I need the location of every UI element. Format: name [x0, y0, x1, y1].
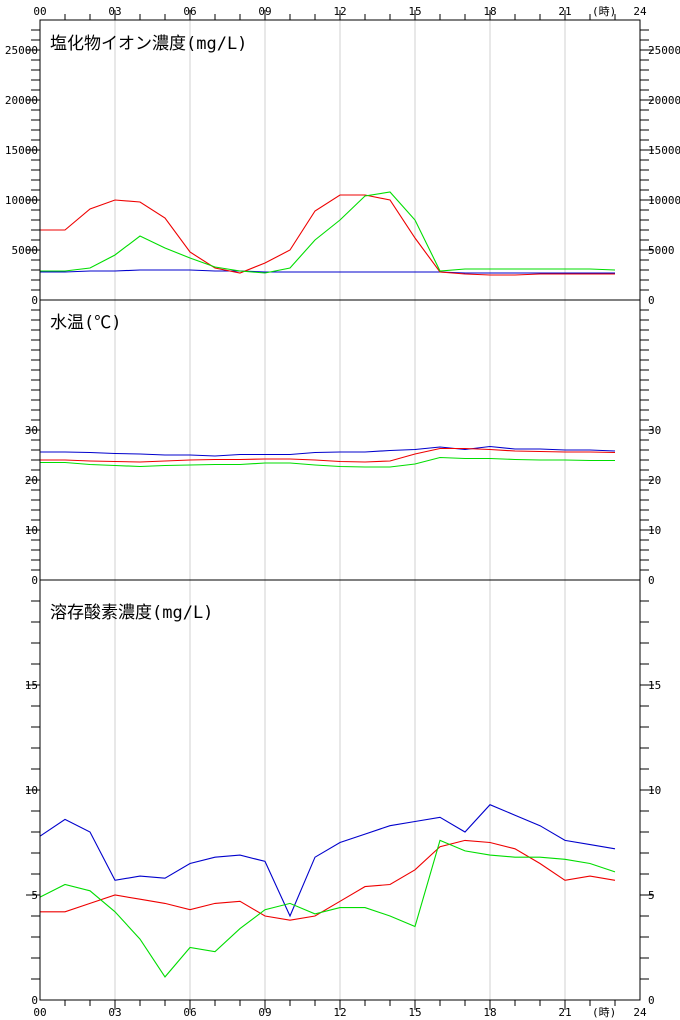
series-line-blue-0: [40, 269, 615, 274]
y-tick-label-right: 0: [648, 574, 655, 587]
y-tick-label-right: 30: [648, 424, 661, 437]
x-tick-label-bottom: 21: [558, 1006, 571, 1019]
x-tick-label-bottom: 24: [633, 1006, 647, 1019]
panel-title-water-temp: 水温(℃): [50, 313, 121, 333]
series-line-green-0: [40, 191, 616, 274]
frame-layer: [26, 10, 654, 1010]
y-tick-label-left: 30: [25, 424, 38, 437]
x-tick-label-top: 15: [408, 5, 421, 18]
x-tick-label-top: 03: [108, 5, 121, 18]
x-tick-label-top: 06: [183, 5, 196, 18]
x-unit-label-bottom: (時): [592, 1006, 616, 1019]
y-tick-label-right: 0: [648, 294, 655, 307]
series-line-red-2: [40, 839, 616, 921]
x-tick-label-bottom: 18: [483, 1006, 496, 1019]
y-tick-label-left: 10000: [5, 194, 38, 207]
series-line-blue-1: [40, 445, 616, 457]
y-tick-label-left: 5: [31, 889, 38, 902]
series-line-green-2: [39, 839, 616, 978]
panel-title-chloride: 塩化物イオン濃度(mg/L): [50, 34, 247, 54]
text-layer: (時) (時) 塩化物イオン濃度(mg/L) 水温(℃) 溶存酸素濃度(mg/L…: [5, 5, 680, 1019]
y-tick-label-left: 20000: [5, 94, 38, 107]
series-layer: [39, 191, 616, 978]
x-tick-label-bottom: 12: [333, 1006, 346, 1019]
y-tick-label-left: 25000: [5, 44, 38, 57]
x-tick-label-top: 00: [33, 5, 46, 18]
x-tick-label-top: 18: [483, 5, 496, 18]
y-tick-label-left: 15000: [5, 144, 38, 157]
y-tick-label-left: 0: [31, 574, 38, 587]
series-line-red-1: [40, 447, 616, 463]
x-unit-label-top: (時): [592, 5, 616, 18]
y-tick-label-left: 0: [31, 994, 38, 1007]
x-tick-label-top: 12: [333, 5, 346, 18]
y-tick-label-left: 0: [31, 294, 38, 307]
series-line-green-1: [40, 456, 615, 468]
x-tick-label-top: 24: [633, 5, 647, 18]
x-tick-label-bottom: 00: [33, 1006, 46, 1019]
series-line-blue-2: [39, 804, 616, 918]
y-tick-label-right: 10: [648, 784, 661, 797]
y-tick-label-left: 15: [25, 679, 38, 692]
series-line-red-0: [40, 194, 615, 276]
y-tick-label-right: 5: [648, 889, 655, 902]
y-tick-label-right: 25000: [648, 44, 680, 57]
x-tick-label-bottom: 15: [408, 1006, 421, 1019]
x-tick-label-bottom: 06: [183, 1006, 196, 1019]
x-tick-label-top: 09: [258, 5, 271, 18]
y-tick-label-left: 10: [25, 524, 38, 537]
x-tick-label-top: 21: [558, 5, 571, 18]
grid-layer: [114, 20, 566, 1000]
y-tick-label-right: 15000: [648, 144, 680, 157]
x-tick-label-bottom: 03: [108, 1006, 121, 1019]
panel-title-dissolved-oxygen: 溶存酸素濃度(mg/L): [50, 603, 213, 623]
y-tick-label-left: 20: [25, 474, 38, 487]
y-tick-label-right: 5000: [648, 244, 675, 257]
y-tick-label-right: 0: [648, 994, 655, 1007]
y-tick-label-right: 20: [648, 474, 661, 487]
y-tick-label-right: 10: [648, 524, 661, 537]
y-tick-label-left: 10: [25, 784, 38, 797]
y-tick-label-left: 5000: [12, 244, 39, 257]
y-tick-label-right: 20000: [648, 94, 680, 107]
y-tick-label-right: 15: [648, 679, 661, 692]
y-tick-label-right: 10000: [648, 194, 680, 207]
x-tick-label-bottom: 09: [258, 1006, 271, 1019]
